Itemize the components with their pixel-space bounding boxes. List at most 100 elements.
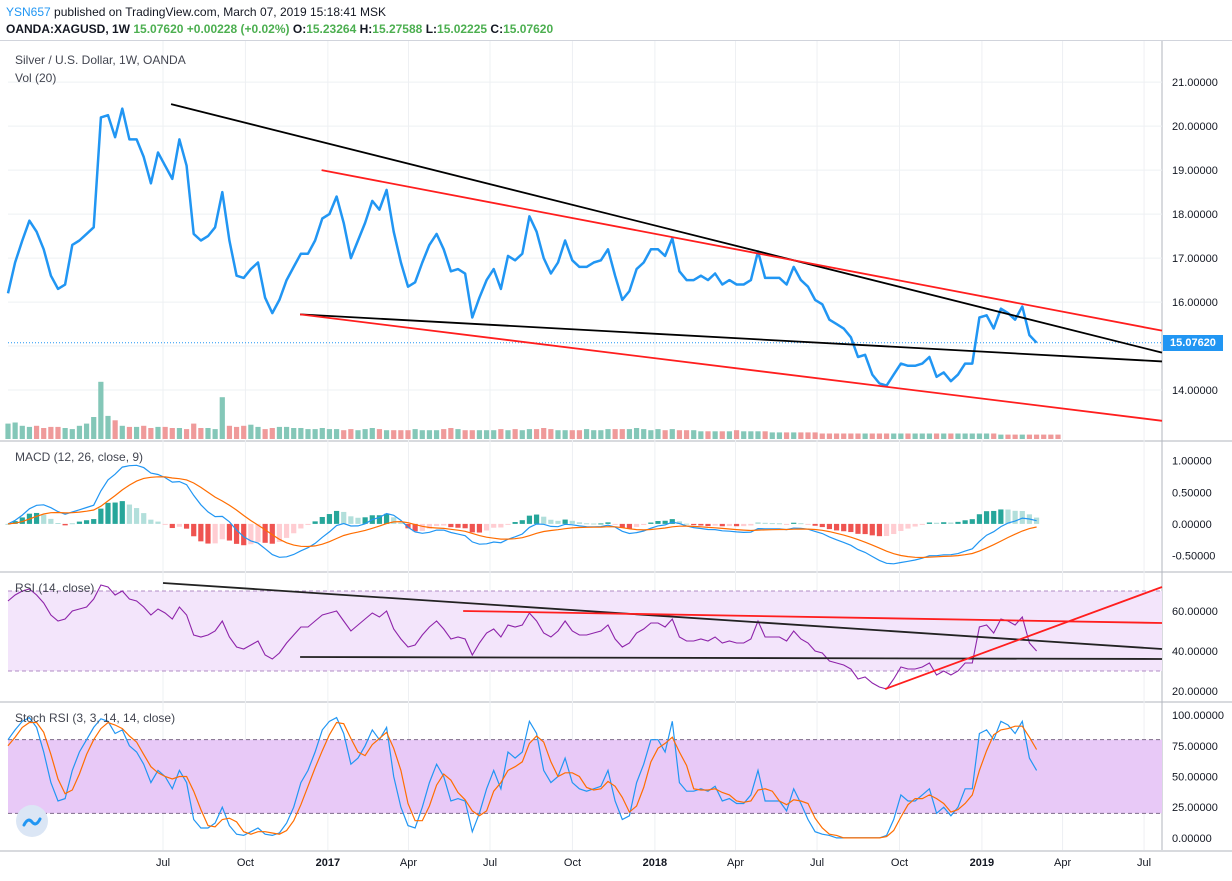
- macd-hist-bar: [412, 523, 418, 532]
- macd-hist-bar: [76, 521, 83, 524]
- macd-hist-bar: [612, 523, 618, 525]
- macd-histogram: [5, 501, 1040, 546]
- macd-hist-bar: [248, 523, 254, 545]
- volume-bar: [941, 433, 947, 439]
- macd-hist-bar: [119, 501, 125, 524]
- rsi-trendline: [463, 610, 1163, 624]
- macd-hist-bar: [133, 508, 140, 524]
- volume-bar: [62, 428, 68, 439]
- macd-hist-bar: [455, 523, 461, 528]
- price-line: [6, 107, 1038, 387]
- volume-bar: [191, 423, 197, 439]
- volume-bar: [269, 428, 275, 439]
- volume-bar: [883, 433, 890, 439]
- volume-bar: [98, 381, 104, 439]
- macd-hist-bar: [933, 522, 940, 524]
- macd-hist-bar: [969, 519, 975, 524]
- macd-line: [7, 464, 1037, 565]
- price-tick-label: 20.00000: [1172, 121, 1218, 133]
- macd-hist-bar: [626, 523, 633, 529]
- macd-hist-bar: [776, 523, 783, 525]
- volume-bar: [398, 430, 404, 439]
- author-link[interactable]: YSN657: [6, 5, 51, 19]
- rsi-pane-title: RSI (14, close): [15, 581, 95, 595]
- volume-bar: [769, 432, 775, 439]
- price-pane-title: Silver / U.S. Dollar, 1W, OANDA: [15, 53, 186, 67]
- macd-hist-bar: [819, 523, 825, 528]
- volume-bar: [169, 428, 175, 439]
- macd-hist-bar: [62, 523, 68, 526]
- macd-hist-bar: [83, 520, 90, 524]
- volume-bar: [441, 429, 447, 439]
- volume-bar: [705, 431, 711, 439]
- macd-hist-bar: [726, 523, 733, 527]
- volume-bar: [1005, 434, 1011, 439]
- volume-bar: [619, 429, 625, 439]
- macd-hist-bar: [676, 521, 683, 524]
- price-tick-label: 16.00000: [1172, 297, 1218, 309]
- volume-bar: [419, 430, 425, 439]
- macd-hist-bar: [876, 523, 883, 537]
- macd-hist-bar: [176, 523, 183, 527]
- macd-hist-bar: [155, 521, 161, 524]
- macd-hist-bar: [833, 523, 840, 531]
- volume-bar: [641, 429, 647, 439]
- header: YSN657 published on TradingView.com, Mar…: [0, 0, 1232, 41]
- x-tick-label: Jul: [810, 857, 824, 869]
- macd-hist-bar: [526, 515, 533, 524]
- volume-bar: [369, 428, 375, 439]
- volume-bar: [291, 428, 297, 439]
- macd-hist-bar: [869, 523, 875, 536]
- volume-bar: [526, 429, 533, 439]
- macd-hist-bar: [483, 523, 490, 531]
- macd-hist-bar: [376, 515, 383, 524]
- macd-hist-bar: [291, 523, 297, 534]
- stoch-tick-label: 0.00000: [1172, 833, 1212, 845]
- volume-bar: [548, 429, 554, 439]
- volume-bar: [112, 420, 118, 439]
- macd-hist-bar: [383, 513, 390, 524]
- macd-tick-label: 1.00000: [1172, 456, 1212, 468]
- macd-hist-bar: [741, 523, 747, 527]
- macd-hist-bar: [541, 516, 547, 524]
- macd-hist-bar: [112, 502, 118, 524]
- last-price: 15.07620: [133, 22, 184, 36]
- macd-hist-bar: [426, 523, 433, 529]
- macd-signal-line: [7, 476, 1037, 559]
- volume-bar: [662, 430, 668, 439]
- macd-hist-bar: [348, 516, 354, 524]
- volume-bar: [41, 428, 47, 439]
- low-value: 15.02225: [437, 22, 488, 36]
- volume-bar: [455, 429, 461, 439]
- macd-hist-bar: [548, 519, 554, 524]
- macd-hist-bar: [476, 523, 483, 533]
- macd-hist-bar: [91, 519, 97, 524]
- rsi-tick-label: 20.00000: [1172, 686, 1218, 698]
- volume-bar: [219, 397, 225, 439]
- volume-bar: [776, 432, 783, 439]
- volume-bar: [183, 429, 190, 439]
- volume-bar: [583, 429, 590, 439]
- volume-bars: [5, 381, 1061, 439]
- close-label: C:: [490, 22, 504, 36]
- volume-title: Vol (20): [15, 71, 57, 85]
- symbol-label: OANDA:XAGUSD, 1W: [6, 22, 131, 36]
- volume-bar: [176, 428, 183, 439]
- stoch-band: [8, 739, 1162, 814]
- rsi-trendline: [300, 656, 1163, 660]
- rsi-trendline: [162, 582, 1163, 650]
- macd-hist-bar: [783, 523, 790, 525]
- volume-bar: [691, 430, 697, 439]
- volume-bar: [891, 433, 897, 439]
- macd-hist-bar: [169, 523, 175, 529]
- macd-hist-bar: [898, 523, 904, 531]
- stoch-pane-title: Stoch RSI (3, 3, 14, 14, close): [15, 711, 176, 725]
- volume-bar: [819, 433, 825, 439]
- x-tick-label: Apr: [1054, 857, 1071, 869]
- volume-bar: [226, 425, 233, 439]
- volume-bar: [198, 428, 204, 439]
- macd-hist-bar: [262, 523, 268, 543]
- volume-bar: [26, 426, 33, 439]
- volume-bar: [162, 426, 168, 439]
